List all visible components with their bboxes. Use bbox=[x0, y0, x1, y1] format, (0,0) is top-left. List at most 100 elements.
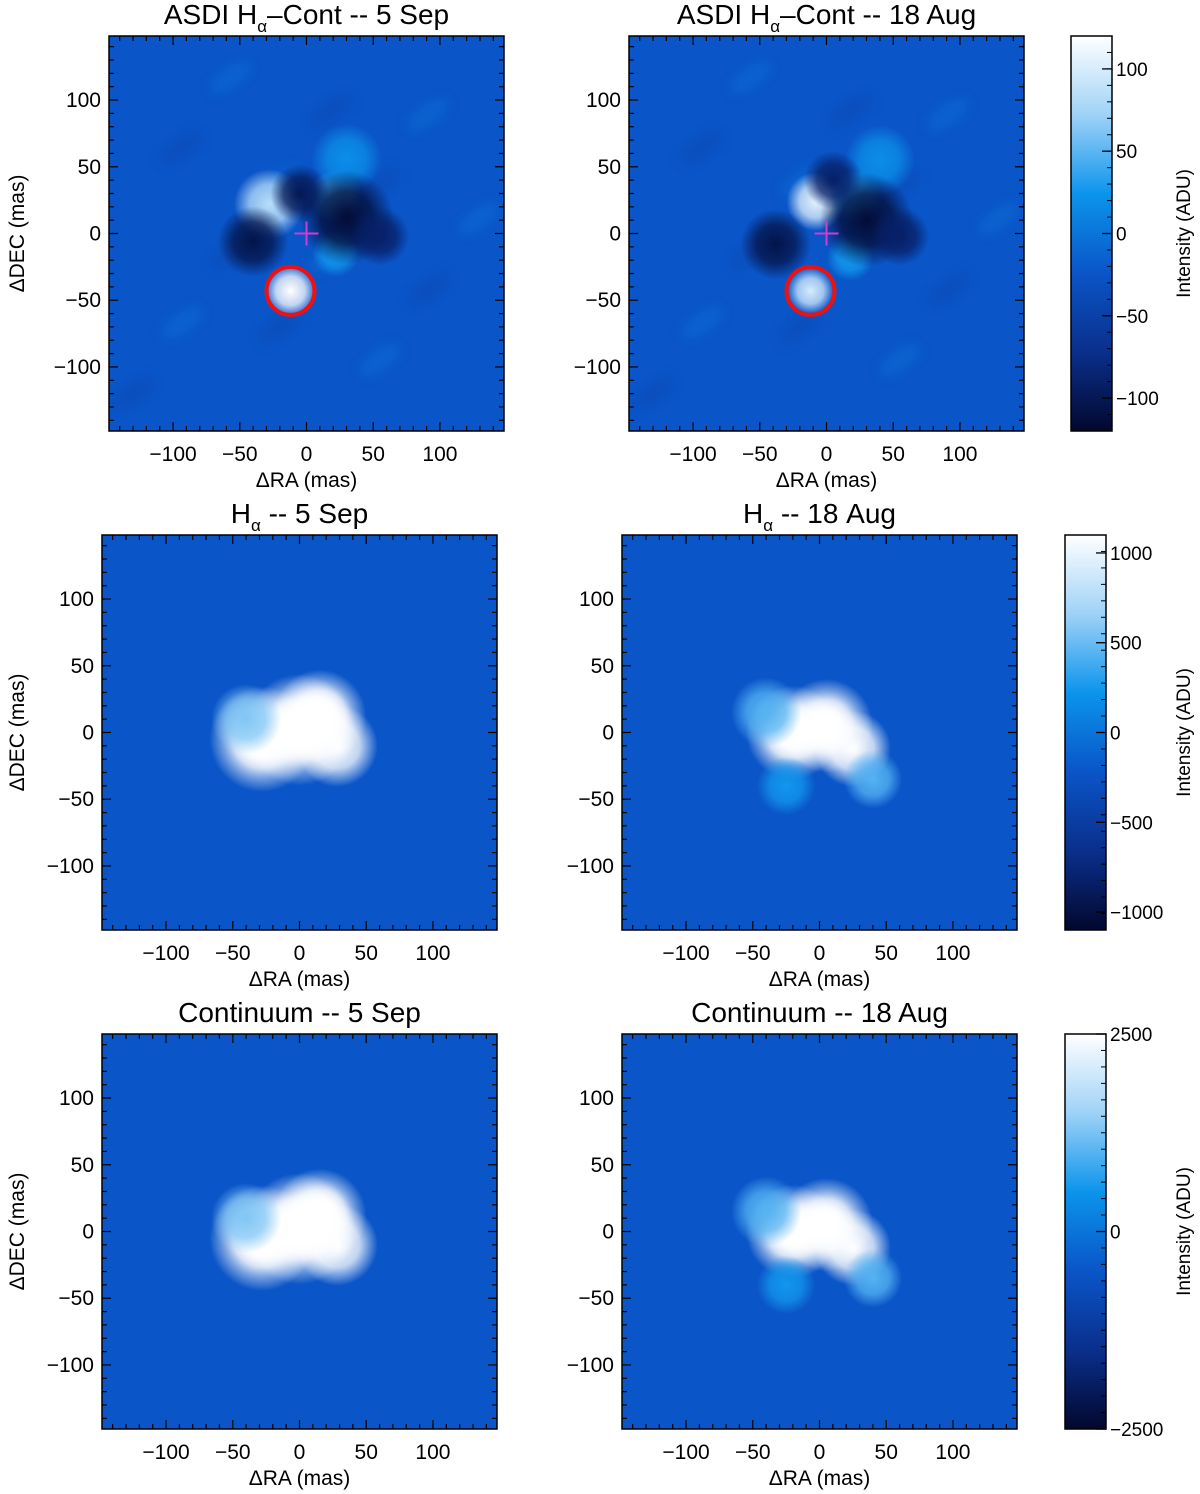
colorbar-3: 2500 0 −2500 Intensity (ADU) bbox=[1064, 1025, 1195, 1441]
speckle bbox=[682, 307, 723, 339]
heatmap-feature bbox=[210, 1182, 282, 1254]
panel-title-main: H bbox=[743, 498, 763, 529]
y-tick-label: −50 bbox=[578, 788, 614, 811]
y-tick-label: 100 bbox=[579, 588, 614, 611]
heatmap-feature bbox=[740, 208, 812, 280]
y-tick-label: 0 bbox=[89, 223, 101, 246]
x-tick-label: −50 bbox=[735, 1441, 771, 1464]
colorbar-tick-label: 0 bbox=[1116, 225, 1127, 246]
x-tick-label: 100 bbox=[935, 1441, 970, 1464]
panel-title: Hα -- 18 Aug bbox=[743, 498, 896, 535]
panel-title-rest: –Cont -- 5 Sep bbox=[267, 0, 449, 30]
panel-title-main: ASDI H bbox=[164, 0, 257, 30]
panel-title-subscript: α bbox=[770, 17, 780, 36]
speckle bbox=[310, 94, 351, 127]
speckle bbox=[359, 344, 401, 377]
colorbar-tick-label: 1000 bbox=[1110, 544, 1152, 565]
x-tick-label: 50 bbox=[875, 1441, 898, 1464]
y-tick-label: 100 bbox=[579, 1087, 614, 1110]
y-tick-label: 50 bbox=[591, 655, 614, 678]
y-tick-label: 0 bbox=[602, 722, 614, 745]
x-tick-label: 100 bbox=[415, 1441, 450, 1464]
colorbar-1: 100 50 0 −50 −100 Intensity (ADU) bbox=[1070, 35, 1195, 432]
x-axis-label: ΔRA (mas) bbox=[769, 1467, 871, 1490]
panel-title-main: H bbox=[231, 498, 251, 529]
panel-title: ASDI Hα–Cont -- 5 Sep bbox=[164, 0, 449, 36]
heatmap-feature bbox=[787, 267, 834, 315]
speckle bbox=[458, 203, 500, 235]
planet-circle-marker bbox=[264, 264, 317, 317]
y-tick-label: −100 bbox=[54, 356, 101, 379]
speckle bbox=[407, 98, 449, 131]
heatmap-feature bbox=[843, 1248, 903, 1308]
speckle bbox=[927, 98, 969, 131]
x-tick-label: −50 bbox=[735, 942, 771, 965]
planet-circle-marker bbox=[784, 264, 837, 317]
x-tick-label: 50 bbox=[355, 1441, 378, 1464]
speckle bbox=[162, 307, 203, 339]
heatmap-feature bbox=[270, 164, 330, 223]
colorbar-tick-label: −50 bbox=[1116, 307, 1148, 328]
heatmap-feature bbox=[730, 1176, 802, 1247]
heatmap-feature bbox=[350, 206, 410, 266]
x-tick-label: 100 bbox=[935, 942, 970, 965]
x-tick-label: 100 bbox=[942, 443, 977, 466]
y-tick-label: 100 bbox=[59, 588, 94, 611]
heatmap-feature bbox=[217, 206, 289, 277]
y-tick-label: 0 bbox=[609, 223, 621, 246]
heatmap-feature bbox=[730, 677, 802, 748]
colorbar-2: 1000 500 0 −500 −1000 Intensity (ADU) bbox=[1064, 534, 1195, 931]
colorbar-tick-label: 50 bbox=[1116, 142, 1137, 163]
x-tick-label: 0 bbox=[814, 942, 826, 965]
panel-title-rest: -- 18 Aug bbox=[773, 498, 896, 529]
colorbar-label: Intensity (ADU) bbox=[1174, 668, 1195, 797]
y-axis-label: ΔDEC (mas) bbox=[6, 175, 29, 293]
x-tick-label: −50 bbox=[215, 1441, 251, 1464]
y-tick-label: 50 bbox=[591, 1154, 614, 1177]
speckle bbox=[680, 132, 722, 164]
colorbar-tick-label: 2500 bbox=[1110, 1025, 1152, 1046]
x-tick-label: 100 bbox=[422, 443, 457, 466]
panel-title-subscript: α bbox=[763, 516, 773, 535]
colorbar-tick-label: −100 bbox=[1116, 389, 1159, 410]
y-tick-label: 50 bbox=[598, 156, 621, 179]
y-axis-label: ΔDEC (mas) bbox=[6, 674, 29, 792]
heatmap-feature bbox=[295, 1203, 378, 1286]
heatmap-feature bbox=[870, 206, 930, 266]
y-tick-label: 0 bbox=[82, 1221, 94, 1244]
panel-5: −100 −50 0 50 100 −100 −50 0 50 100 ΔRA (mas) ΔDEC … bbox=[6, 997, 498, 1490]
heatmap-feature bbox=[210, 683, 282, 755]
y-tick-label: −100 bbox=[574, 356, 621, 379]
speckle bbox=[978, 203, 1020, 235]
x-tick-label: −50 bbox=[215, 942, 251, 965]
colorbar-tick-label: 500 bbox=[1110, 634, 1142, 655]
y-tick-label: −50 bbox=[578, 1287, 614, 1310]
speckle bbox=[879, 344, 921, 377]
speckle bbox=[112, 377, 154, 410]
y-tick-label: −100 bbox=[567, 1354, 614, 1377]
colorbar-tick-label: 0 bbox=[1110, 1223, 1121, 1244]
heatmap-feature bbox=[756, 756, 816, 816]
y-tick-label: 0 bbox=[82, 722, 94, 745]
x-axis-label: ΔRA (mas) bbox=[256, 469, 358, 492]
panel-title-subscript: α bbox=[257, 17, 267, 36]
colorbar-tick-label: −500 bbox=[1110, 813, 1153, 834]
speckle bbox=[779, 311, 821, 343]
speckle bbox=[259, 311, 301, 343]
colorbar-tick-label: −2500 bbox=[1110, 1420, 1163, 1441]
y-tick-label: −100 bbox=[47, 1354, 94, 1377]
x-tick-label: 50 bbox=[362, 443, 385, 466]
colorbar-tick-label: 100 bbox=[1116, 60, 1148, 81]
heatmap-feature bbox=[803, 150, 863, 210]
x-tick-label: 50 bbox=[355, 942, 378, 965]
x-tick-label: 0 bbox=[821, 443, 833, 466]
x-tick-label: 0 bbox=[294, 1441, 306, 1464]
y-tick-label: 100 bbox=[586, 89, 621, 112]
panel-title-subscript: α bbox=[251, 516, 261, 535]
y-tick-label: 50 bbox=[71, 1154, 94, 1177]
x-tick-label: −100 bbox=[662, 942, 709, 965]
panel-title: Continuum -- 18 Aug bbox=[691, 997, 948, 1028]
y-tick-label: −100 bbox=[567, 855, 614, 878]
x-tick-label: 0 bbox=[301, 443, 313, 466]
